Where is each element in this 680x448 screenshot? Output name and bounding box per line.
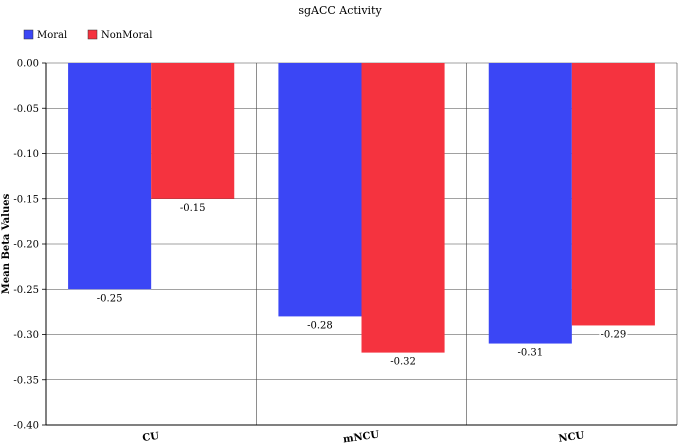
legend-swatch-moral bbox=[23, 29, 34, 40]
bar-moral-mncu bbox=[278, 63, 362, 317]
data-label: -0.25 bbox=[97, 293, 123, 304]
y-tick-label: -0.35 bbox=[13, 375, 39, 386]
bar-nonmoral-mncu bbox=[361, 63, 445, 353]
data-label: -0.31 bbox=[517, 348, 543, 359]
data-label-bg bbox=[95, 291, 124, 304]
data-label: -0.29 bbox=[601, 329, 627, 340]
legend: Moral NonMoral bbox=[23, 29, 152, 41]
x-tick-label: CU bbox=[142, 431, 160, 444]
y-axis-label: Mean Beta Values bbox=[1, 193, 12, 294]
bar-moral-cu bbox=[68, 63, 152, 290]
bar-labels: -0.25 -0.15 -0.28 -0.32 -0.31 -0.29 bbox=[95, 200, 628, 368]
bar-nonmoral-cu bbox=[151, 63, 235, 199]
data-label: -0.28 bbox=[307, 320, 333, 331]
data-label-bg bbox=[389, 354, 418, 367]
y-tick-label: 0.00 bbox=[17, 59, 39, 70]
bar-nonmoral-ncu bbox=[571, 63, 655, 326]
legend-label-nonmoral: NonMoral bbox=[101, 30, 152, 41]
y-tick-label: -0.15 bbox=[13, 194, 39, 205]
y-tick-label: -0.30 bbox=[13, 330, 39, 341]
data-label-bg bbox=[305, 318, 334, 331]
y-tick-label: -0.25 bbox=[13, 285, 39, 296]
y-tick-label: -0.05 bbox=[13, 104, 39, 115]
y-tick-label: -0.10 bbox=[13, 149, 39, 160]
legend-label-moral: Moral bbox=[37, 30, 67, 41]
data-label: -0.32 bbox=[390, 357, 416, 368]
x-tick-label: mNCU bbox=[342, 430, 380, 446]
bars bbox=[68, 63, 655, 353]
data-label-bg bbox=[599, 327, 628, 340]
data-label-bg bbox=[178, 200, 207, 213]
chart-title: sgACC Activity bbox=[298, 4, 382, 17]
data-label: -0.15 bbox=[180, 203, 206, 214]
data-label-bg bbox=[516, 345, 545, 358]
y-tick-label: -0.40 bbox=[13, 421, 39, 432]
x-axis: CU mNCU NCU bbox=[46, 424, 677, 446]
legend-swatch-nonmoral bbox=[87, 29, 98, 40]
x-tick-label: NCU bbox=[558, 430, 585, 445]
bar-moral-ncu bbox=[488, 63, 572, 344]
y-tick-label: -0.20 bbox=[13, 240, 39, 251]
y-axis: 0.00 -0.05 -0.10 -0.15 -0.20 -0.25 -0.30 -0.35 -… bbox=[13, 59, 47, 432]
